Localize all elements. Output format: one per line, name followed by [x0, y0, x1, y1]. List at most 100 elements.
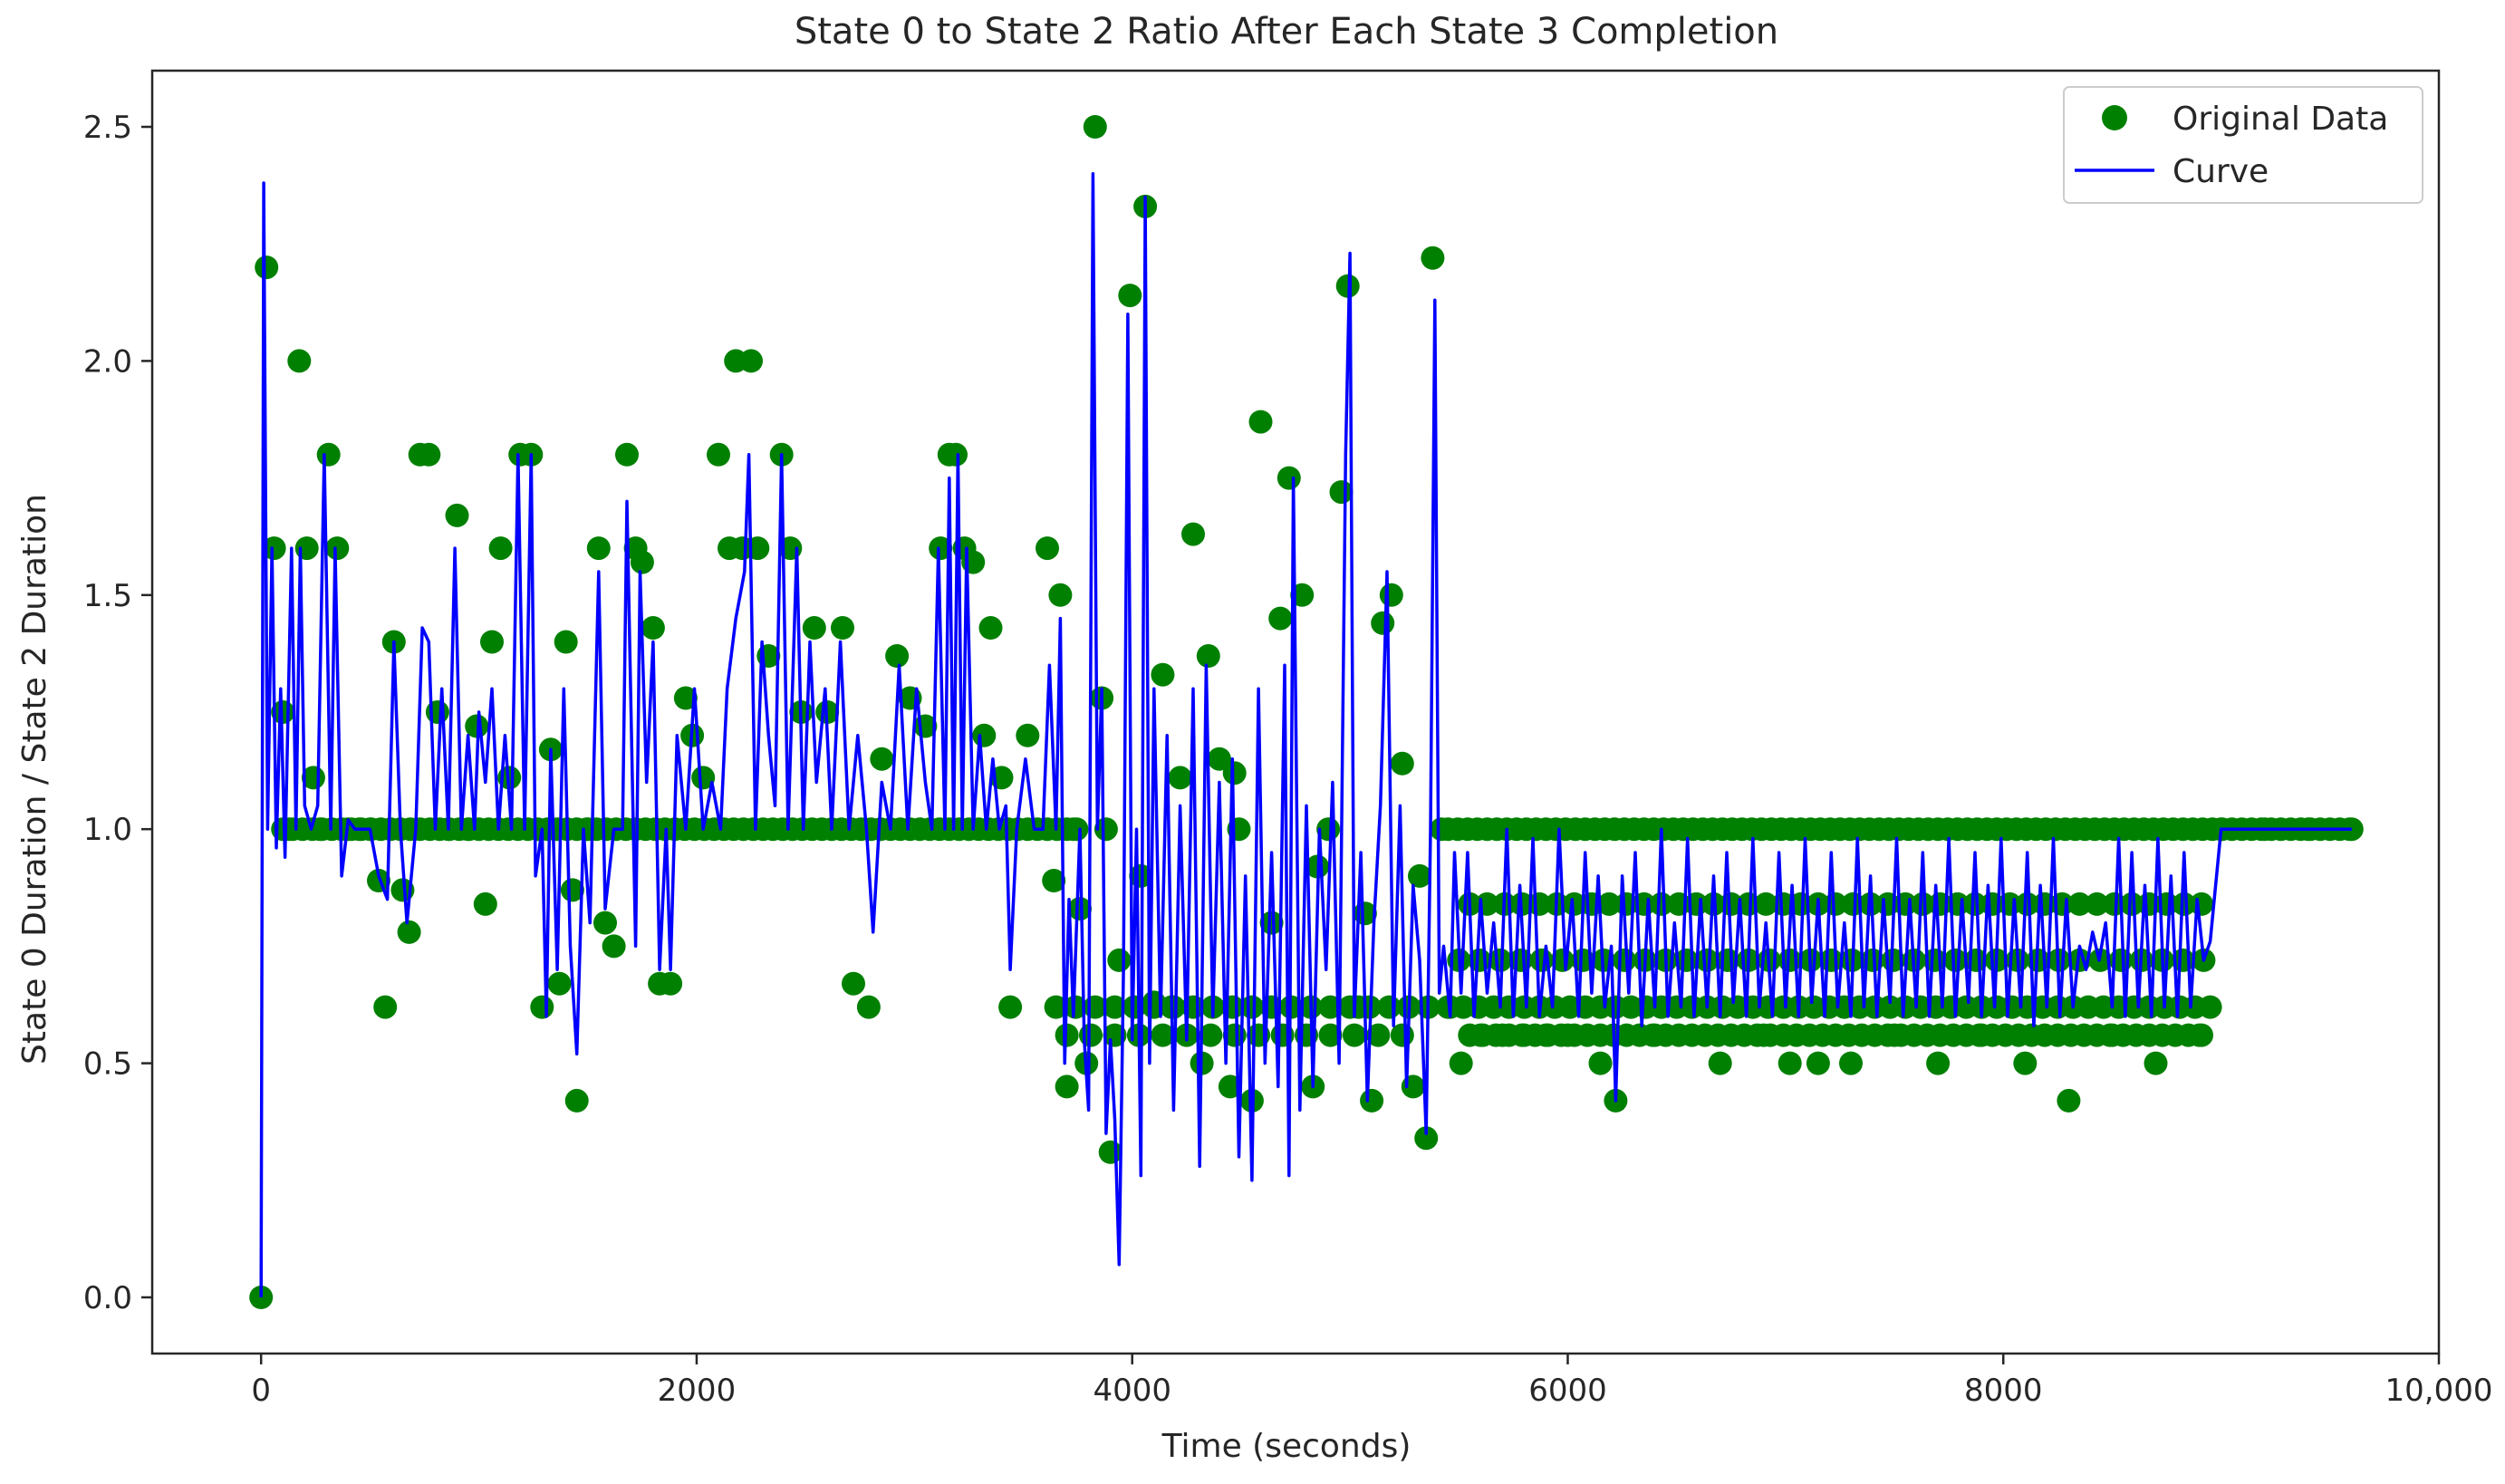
data-point [1342, 1023, 1366, 1047]
data-point [373, 995, 398, 1019]
data-point [1649, 891, 1673, 916]
data-point [287, 349, 312, 373]
data-point [1963, 891, 1987, 916]
data-point [944, 442, 968, 467]
plot-area [249, 115, 2364, 1309]
data-point [842, 971, 865, 996]
data-point [564, 1088, 589, 1113]
data-point [2120, 891, 2144, 916]
data-point [630, 550, 654, 574]
data-point [1943, 948, 1968, 972]
data-point [1490, 1023, 1515, 1047]
data-point [1469, 1023, 1493, 1047]
data-point [1379, 583, 1403, 607]
data-point [641, 616, 665, 640]
data-point [445, 503, 469, 527]
data-point [1103, 995, 1127, 1019]
data-point [1151, 662, 1175, 687]
data-point [1107, 948, 1132, 972]
data-point [1268, 606, 1293, 631]
data-point [972, 723, 997, 747]
data-point [2190, 891, 2213, 916]
data-point [2198, 995, 2222, 1019]
data-point [2013, 1051, 2038, 1075]
data-point [1360, 1088, 1384, 1113]
data-point [325, 536, 350, 561]
data-point [856, 995, 881, 1019]
data-point [929, 536, 953, 561]
data-point [802, 616, 826, 640]
data-point [659, 971, 683, 996]
y-tick-label: 1.0 [83, 812, 132, 848]
data-point [707, 442, 730, 467]
data-point [1042, 869, 1066, 892]
x-tick-label: 6000 [1528, 1373, 1607, 1409]
data-point [1064, 995, 1088, 1019]
data-point [691, 766, 716, 790]
data-point [870, 747, 894, 771]
data-point [2172, 891, 2196, 916]
chart-title: State 0 to State 2 Ratio After Each Stat… [795, 11, 1778, 53]
data-point [397, 920, 421, 944]
data-point [1643, 1023, 1667, 1047]
data-point [262, 536, 286, 561]
data-point [2067, 891, 2092, 916]
data-point [1695, 948, 1720, 972]
data-point [1390, 751, 1414, 776]
data-point [1414, 1126, 1439, 1151]
data-point [1708, 1051, 1732, 1075]
data-point [1926, 1051, 1951, 1075]
data-point [2144, 1051, 2168, 1075]
data-point [560, 878, 584, 902]
data-point [255, 255, 279, 280]
data-point [615, 442, 639, 467]
data-point [1016, 723, 1040, 747]
data-point [1036, 536, 1059, 561]
data-point [739, 349, 763, 373]
y-tick-label: 1.5 [83, 578, 132, 614]
x-tick-label: 8000 [1964, 1373, 2043, 1409]
data-point [2187, 1023, 2211, 1047]
y-tick-label: 2.5 [83, 110, 132, 146]
data-point [1778, 1051, 1802, 1075]
data-point [1430, 817, 1454, 842]
x-tick-label: 4000 [1093, 1373, 1171, 1409]
data-point [885, 644, 910, 668]
legend-label-original-data: Original Data [2173, 101, 2388, 138]
data-point [1806, 1051, 1830, 1075]
data-point [554, 630, 578, 654]
data-point [1556, 1023, 1580, 1047]
data-point [1754, 891, 1778, 916]
data-point [1489, 948, 1512, 972]
data-point [586, 536, 611, 561]
data-point [294, 536, 319, 561]
data-point [1044, 995, 1068, 1019]
plot-frame [150, 69, 2441, 1355]
data-point [1421, 246, 1445, 270]
legend-box [2063, 86, 2423, 204]
data-point [1318, 1023, 1343, 1047]
data-point [1597, 891, 1622, 916]
data-point [417, 442, 441, 467]
x-axis-label: Time (seconds) [1161, 1428, 1411, 1465]
data-point [1883, 1023, 1906, 1047]
y-tick-label: 0.5 [83, 1046, 132, 1083]
scatter-series-original-data [249, 115, 2364, 1309]
data-point [998, 995, 1023, 1019]
data-point [473, 891, 497, 916]
data-point [1094, 817, 1118, 842]
data-point [831, 616, 854, 640]
data-point [1199, 1023, 1223, 1047]
legend: Original Data Curve [2063, 86, 2423, 204]
data-point [1196, 644, 1220, 668]
data-point [465, 714, 489, 738]
data-point [1048, 583, 1073, 607]
data-point [316, 442, 341, 467]
data-point [1512, 1023, 1537, 1047]
data-point [1055, 1074, 1079, 1099]
data-point [1181, 522, 1205, 546]
data-point [1408, 863, 1431, 888]
data-point [1098, 1140, 1122, 1164]
y-axis-label: State 0 Duration / State 2 Duration [16, 494, 53, 1065]
